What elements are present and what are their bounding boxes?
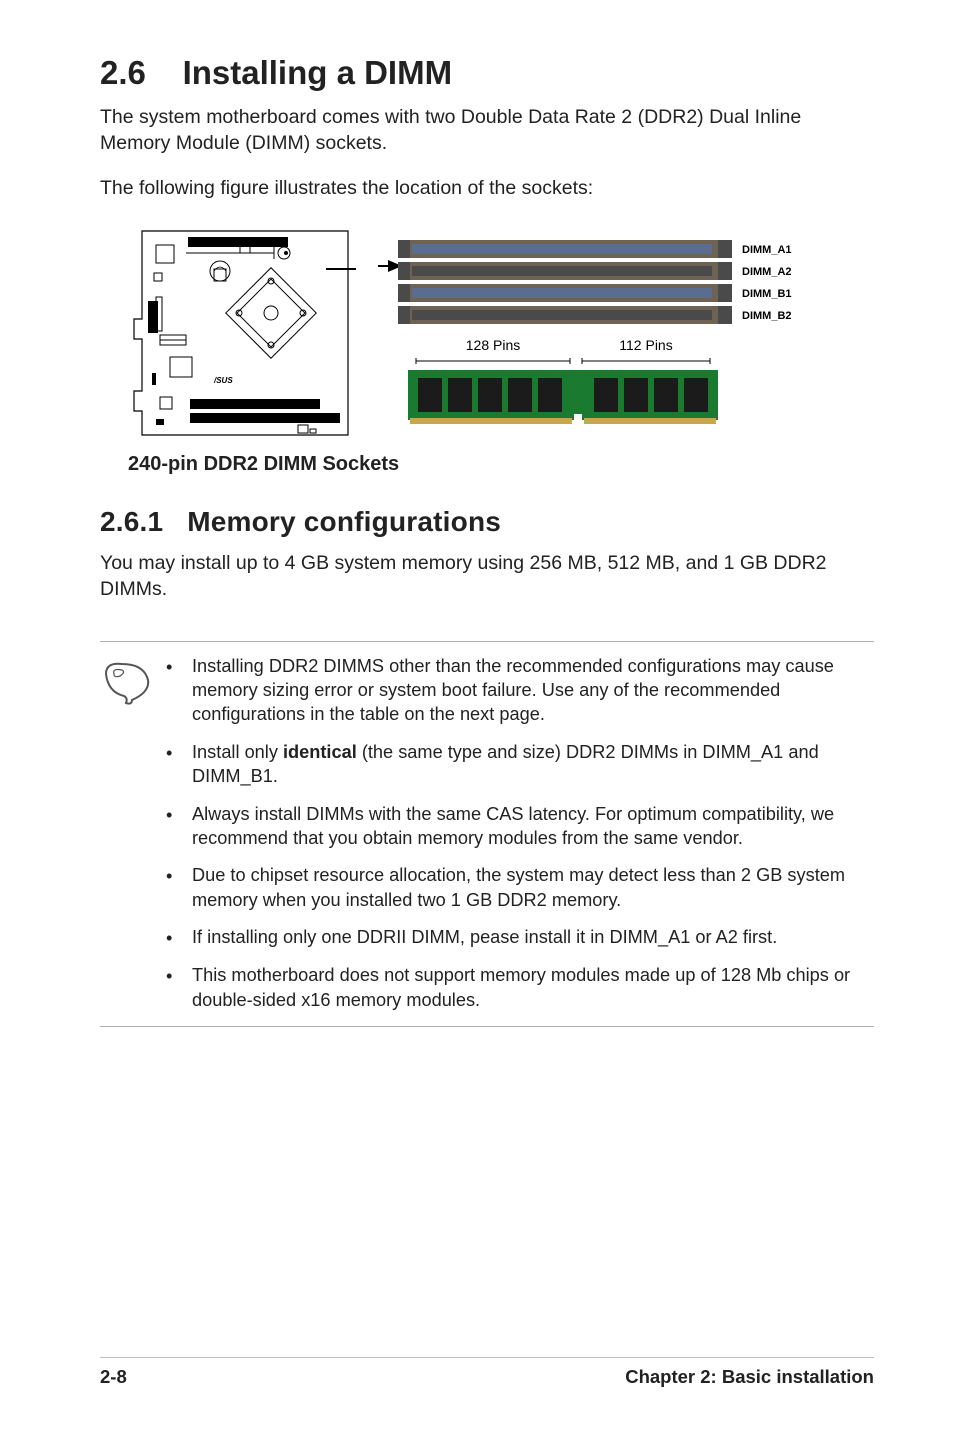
bullet-text-4: If installing only one DDRII DIMM, pease… xyxy=(192,925,874,950)
bullet-text-3: Due to chipset resource allocation, the … xyxy=(192,863,874,912)
list-item: •This motherboard does not support memor… xyxy=(166,963,874,1012)
pins-right-label: 112 Pins xyxy=(619,337,672,353)
list-item: •Always install DIMMs with the same CAS … xyxy=(166,802,874,851)
subsection-title: Memory configurations xyxy=(187,506,501,537)
bullet-text-5: This motherboard does not support memory… xyxy=(192,963,874,1012)
pins-left-label: 128 Pins xyxy=(466,337,520,353)
list-item: •Install only identical (the same type a… xyxy=(166,740,874,789)
diagram-area: /SUS xyxy=(126,223,856,476)
intro-paragraph-2: The following figure illustrates the loc… xyxy=(100,175,874,201)
svg-text:/SUS: /SUS xyxy=(213,376,233,385)
diagram-caption: 240-pin DDR2 DIMM Sockets xyxy=(128,453,856,476)
section-heading: 2.6 Installing a DIMM xyxy=(100,54,874,92)
section-number: 2.6 xyxy=(100,54,146,91)
bullet-text-0: Installing DDR2 DIMMS other than the rec… xyxy=(192,654,874,727)
bullet-text-2: Always install DIMMs with the same CAS l… xyxy=(192,802,874,851)
dimm-label-a1: DIMM_A1 xyxy=(742,244,792,256)
chapter-title: Chapter 2: Basic installation xyxy=(625,1366,874,1388)
list-item: •Installing DDR2 DIMMS other than the re… xyxy=(166,654,874,727)
bullet-text-1: Install only identical (the same type an… xyxy=(192,740,874,789)
dimm-label-b1: DIMM_B1 xyxy=(742,288,792,300)
note-callout: •Installing DDR2 DIMMS other than the re… xyxy=(100,641,874,1028)
note-list: •Installing DDR2 DIMMS other than the re… xyxy=(160,654,874,1013)
dimm-slots-illustration: DIMM_A1 DIMM_A2 DIMM_B1 DIMM_B2 128 Pins… xyxy=(378,230,856,435)
list-item: •Due to chipset resource allocation, the… xyxy=(166,863,874,912)
subintro-paragraph: You may install up to 4 GB system memory… xyxy=(100,550,874,603)
note-icon xyxy=(100,654,160,713)
page-footer: 2-8 Chapter 2: Basic installation xyxy=(100,1357,874,1388)
subsection-heading: 2.6.1 Memory configurations xyxy=(100,506,874,538)
motherboard-schematic: /SUS xyxy=(126,223,356,443)
list-item: •If installing only one DDRII DIMM, peas… xyxy=(166,925,874,950)
page-number: 2-8 xyxy=(100,1366,127,1388)
subsection-number: 2.6.1 xyxy=(100,506,163,537)
intro-paragraph-1: The system motherboard comes with two Do… xyxy=(100,104,874,157)
section-title: Installing a DIMM xyxy=(183,54,453,91)
dimm-label-a2: DIMM_A2 xyxy=(742,266,792,278)
dimm-label-b2: DIMM_B2 xyxy=(742,310,792,322)
